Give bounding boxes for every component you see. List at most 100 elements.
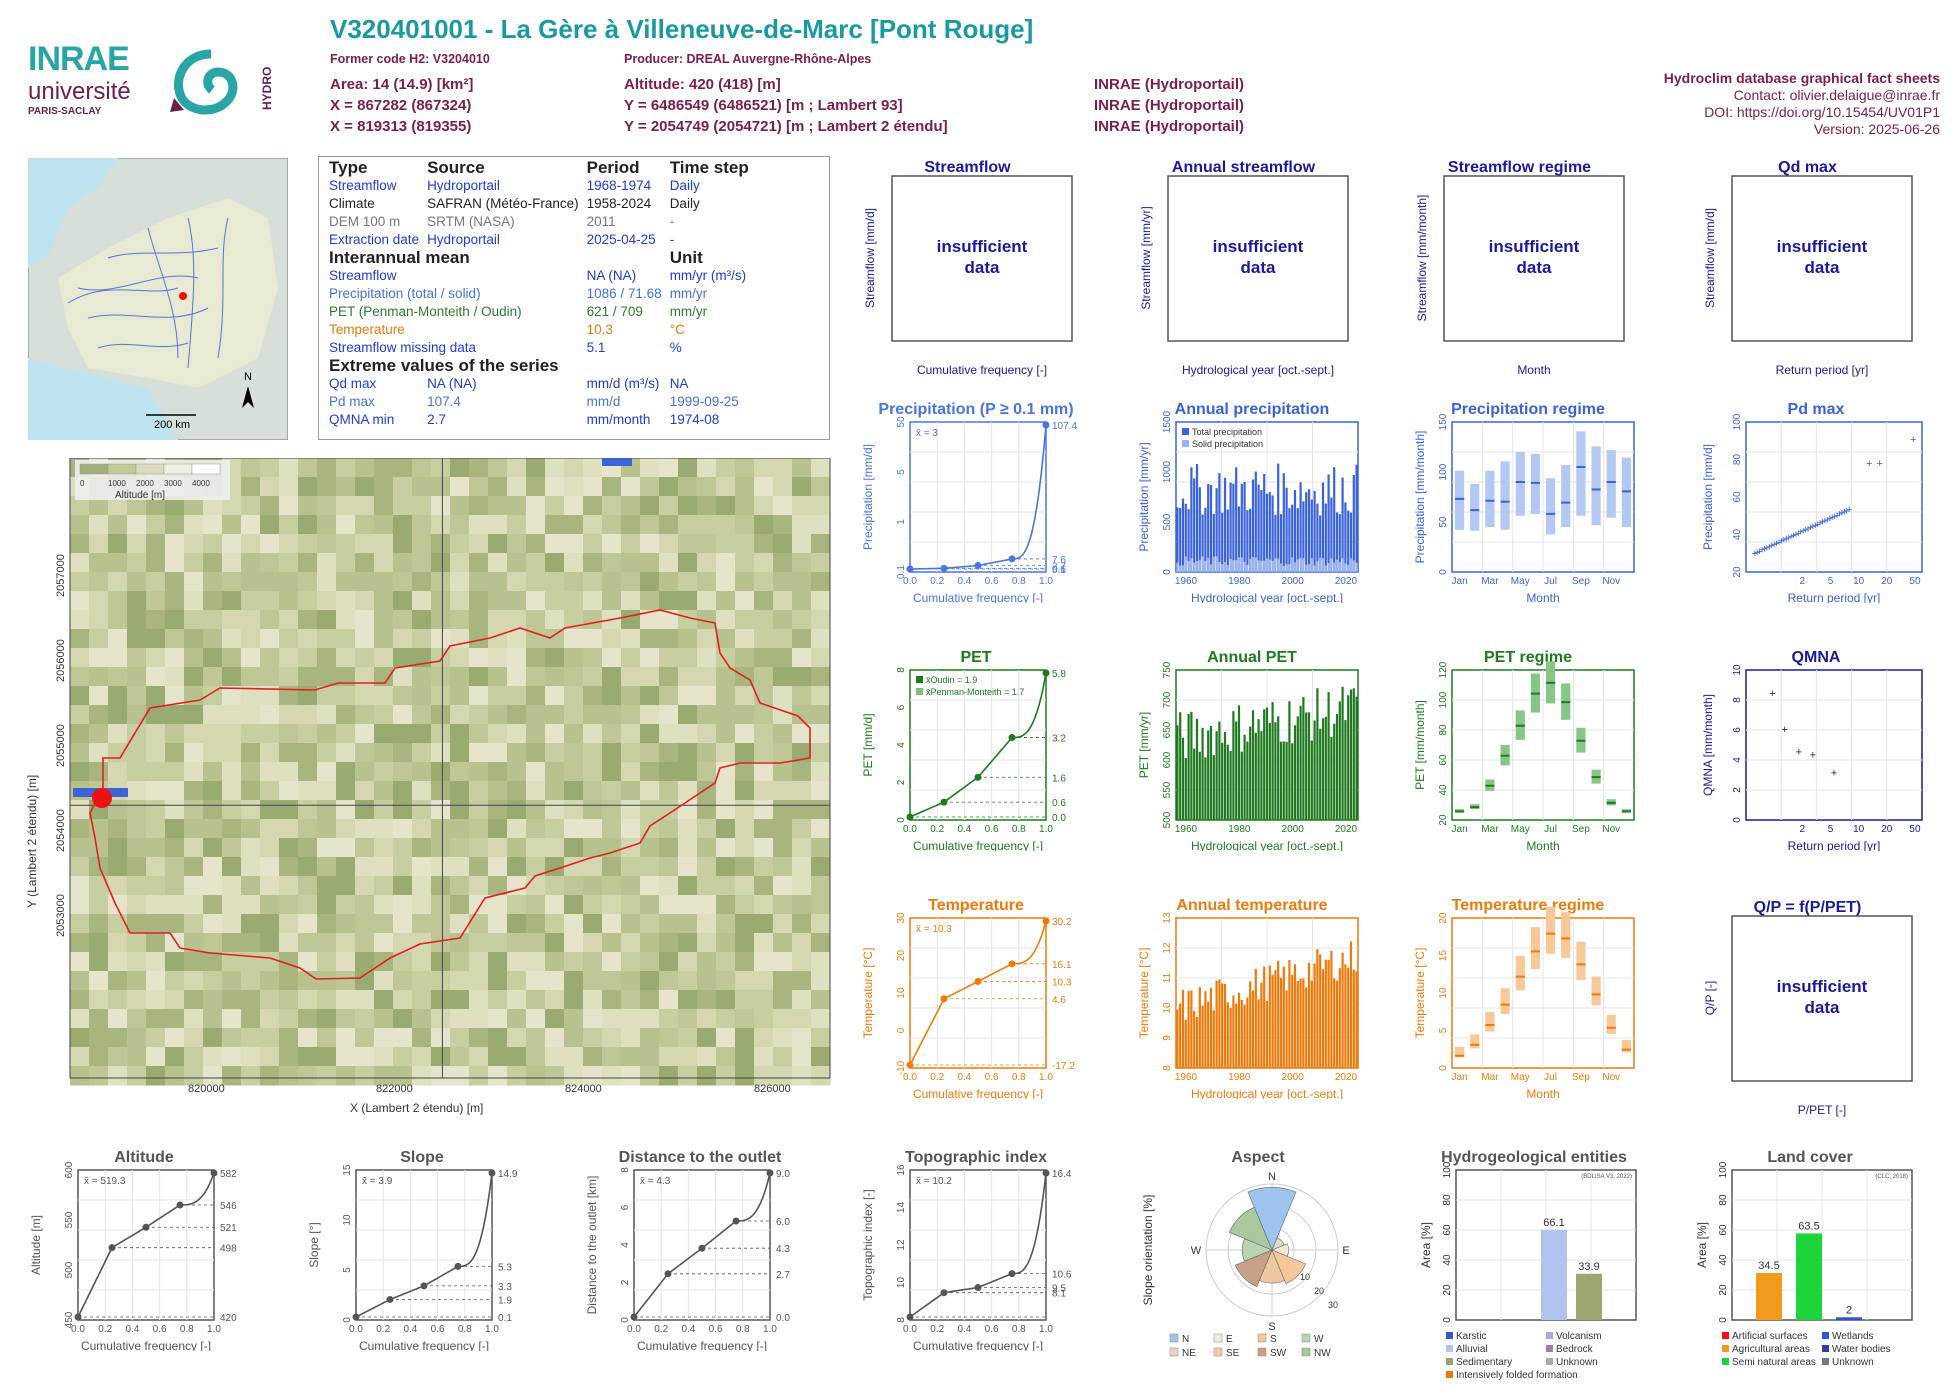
- terrain-cell: [298, 1047, 318, 1067]
- terrain-cell: [431, 762, 451, 782]
- terrain-cell: [374, 477, 394, 497]
- terrain-cell: [336, 971, 356, 991]
- terrain-cell: [412, 990, 432, 1010]
- y-tick: 550: [1162, 781, 1173, 798]
- terrain-cell: [317, 724, 337, 744]
- terrain-cell: [526, 762, 546, 782]
- terrain-cell: [583, 933, 603, 953]
- y-axis-label: Area [%]: [1419, 1222, 1433, 1268]
- terrain-cell: [317, 819, 337, 839]
- legend-swatch: [1722, 1358, 1729, 1365]
- annual-bar: [1251, 479, 1255, 572]
- annual-bar: [1330, 950, 1333, 1068]
- terrain-cell: [70, 990, 90, 1010]
- terrain-cell: [393, 724, 413, 744]
- terrain-cell: [488, 895, 508, 915]
- terrain-cell: [317, 857, 337, 877]
- terrain-cell: [526, 838, 546, 858]
- terrain-cell: [222, 705, 242, 725]
- map-x-tick: 824000: [565, 1083, 602, 1095]
- regime-box: [1455, 1047, 1465, 1058]
- altitude: Altitude: 420 (418) [m]: [624, 76, 781, 93]
- terrain-cell: [773, 667, 793, 687]
- contact[interactable]: Contact: olivier.delaigue@inrae.fr: [1733, 87, 1940, 103]
- x-axis-label: Month: [1517, 363, 1550, 377]
- terrain-cell: [602, 762, 622, 782]
- legend-swatch: [1822, 1332, 1829, 1339]
- terrain-cell: [146, 914, 166, 934]
- terrain-cell: [773, 819, 793, 839]
- terrain-cell: [773, 895, 793, 915]
- y-tick: 0: [1438, 1065, 1449, 1071]
- terrain-cell: [564, 743, 584, 763]
- terrain-cell: [488, 496, 508, 516]
- quantile-label: 30.2: [1052, 917, 1072, 928]
- terrain-cell: [108, 990, 128, 1010]
- terrain-cell: [108, 1066, 128, 1086]
- annual-bar: [1344, 502, 1347, 572]
- terrain-cell: [488, 458, 508, 478]
- terrain-cell: [697, 971, 717, 991]
- terrain-cell: [564, 800, 584, 820]
- terrain-cell: [659, 876, 679, 896]
- annual-bar: [1257, 484, 1260, 572]
- regime-box: [1561, 465, 1571, 527]
- terrain-cell: [298, 876, 318, 896]
- qd_max-title: Qd max: [1778, 159, 1837, 176]
- terrain-cell: [89, 572, 109, 592]
- terrain-cell: [355, 971, 375, 991]
- terrain-cell: [678, 952, 698, 972]
- category-bar: [1796, 1233, 1822, 1320]
- y-tick: 0: [1732, 817, 1743, 823]
- terrain-cell: [241, 819, 261, 839]
- annual-bar: [1190, 990, 1193, 1068]
- map-y-tick: 2056000: [55, 639, 67, 682]
- regime-box: [1515, 452, 1525, 516]
- x-axis-label: Month: [1526, 591, 1559, 603]
- regime-box: [1576, 942, 1586, 980]
- terrain-cell: [70, 743, 90, 763]
- solid-precip-bar: [1254, 557, 1257, 572]
- terrain-cell: [222, 1047, 242, 1067]
- terrain-cell: [545, 629, 565, 649]
- terrain-cell: [640, 762, 660, 782]
- terrain-cell: [469, 629, 489, 649]
- terrain-cell: [507, 458, 527, 478]
- x-tick: 1.0: [1039, 1072, 1053, 1083]
- terrain-cell: [716, 724, 736, 744]
- terrain-cell: [431, 914, 451, 934]
- annual-bar: [1293, 490, 1297, 572]
- terrain-cell: [716, 705, 736, 725]
- solid-precip-bar: [1274, 558, 1277, 572]
- terrain-cell: [298, 610, 318, 630]
- terrain-cell: [811, 591, 831, 611]
- terrain-cell: [564, 876, 584, 896]
- terrain-cell: [469, 705, 489, 725]
- solid-precip-bar: [1193, 562, 1196, 572]
- terrain-cell: [146, 743, 166, 763]
- doi[interactable]: DOI: https://doi.org/10.15454/UV01P1: [1704, 104, 1940, 120]
- rose-sector: [1235, 1249, 1273, 1287]
- terrain-cell: [298, 724, 318, 744]
- terrain-cell: [89, 971, 109, 991]
- terrain-cell: [184, 1047, 204, 1067]
- terrain-cell: [621, 781, 641, 801]
- annual-bar: [1190, 711, 1193, 820]
- terrain-cell: [412, 496, 432, 516]
- y-tick: 20: [1438, 814, 1449, 826]
- terrain-cell: [526, 477, 546, 497]
- y-tick: 15: [1438, 950, 1449, 962]
- legend-label: N: [1182, 1334, 1189, 1345]
- terrain-cell: [678, 629, 698, 649]
- legend-label: x̄Penman-Monteith = 1.7: [926, 687, 1024, 697]
- terrain-cell: [564, 971, 584, 991]
- terrain-cell: [678, 610, 698, 630]
- quantile-point: [974, 562, 982, 570]
- x-axis-label: Hydrological year [oct.-sept.]: [1191, 839, 1343, 851]
- solid-precip-bar: [1240, 557, 1243, 572]
- quantile-point: [108, 1244, 116, 1252]
- terrain-cell: [374, 857, 394, 877]
- annual-bar: [1249, 508, 1252, 572]
